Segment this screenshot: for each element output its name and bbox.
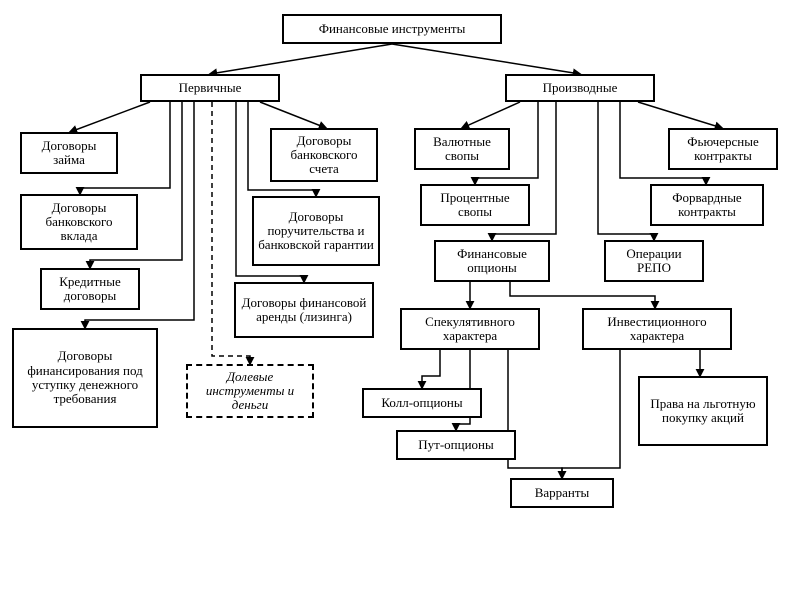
- edge-o2-s3: [562, 350, 620, 478]
- edge-root-deriv: [392, 44, 580, 74]
- node-root: Финансовые инструменты: [282, 14, 502, 44]
- edge-root-primary: [210, 44, 392, 74]
- edge-o1-s3: [508, 350, 562, 478]
- node-p1: Договоры займа: [20, 132, 118, 174]
- node-p6: Договоры поручительства и банковской гар…: [252, 196, 380, 266]
- node-p3: Кредитные договоры: [40, 268, 140, 310]
- node-p8: Долевые инструменты и деньги: [186, 364, 314, 418]
- edge-primary-p5: [260, 102, 326, 128]
- diagram-canvas: Финансовые инструменты Первичные Производн…: [0, 0, 800, 600]
- node-p5: Договоры банковского счета: [270, 128, 378, 182]
- node-primary: Первичные: [140, 74, 280, 102]
- node-o2: Инвестиционного характера: [582, 308, 732, 350]
- edge-primary-p1: [70, 102, 150, 132]
- node-p2: Договоры банковского вклада: [20, 194, 138, 250]
- node-p4: Договоры финансирования под уступку дене…: [12, 328, 158, 428]
- edge-deriv-d1: [462, 102, 520, 128]
- node-d3: Финансовые опционы: [434, 240, 550, 282]
- edge-deriv-d4: [638, 102, 722, 128]
- node-i1: Права на льготную покупку акций: [638, 376, 768, 446]
- edge-o1-s1: [422, 350, 440, 388]
- node-d2: Процентные свопы: [420, 184, 530, 226]
- node-d5: Форвардные контракты: [650, 184, 764, 226]
- node-d1: Валютные свопы: [414, 128, 510, 170]
- node-deriv: Производные: [505, 74, 655, 102]
- node-o1: Спекулятивного характера: [400, 308, 540, 350]
- node-d6: Операции РЕПО: [604, 240, 704, 282]
- node-s2: Пут-опционы: [396, 430, 516, 460]
- edge-deriv-d6: [598, 102, 654, 240]
- node-s3: Варранты: [510, 478, 614, 508]
- node-d4: Фьючерсные контракты: [668, 128, 778, 170]
- node-p7: Договоры финансовой аренды (лизинга): [234, 282, 374, 338]
- node-s1: Колл-опционы: [362, 388, 482, 418]
- edge-d3-o2: [510, 282, 655, 308]
